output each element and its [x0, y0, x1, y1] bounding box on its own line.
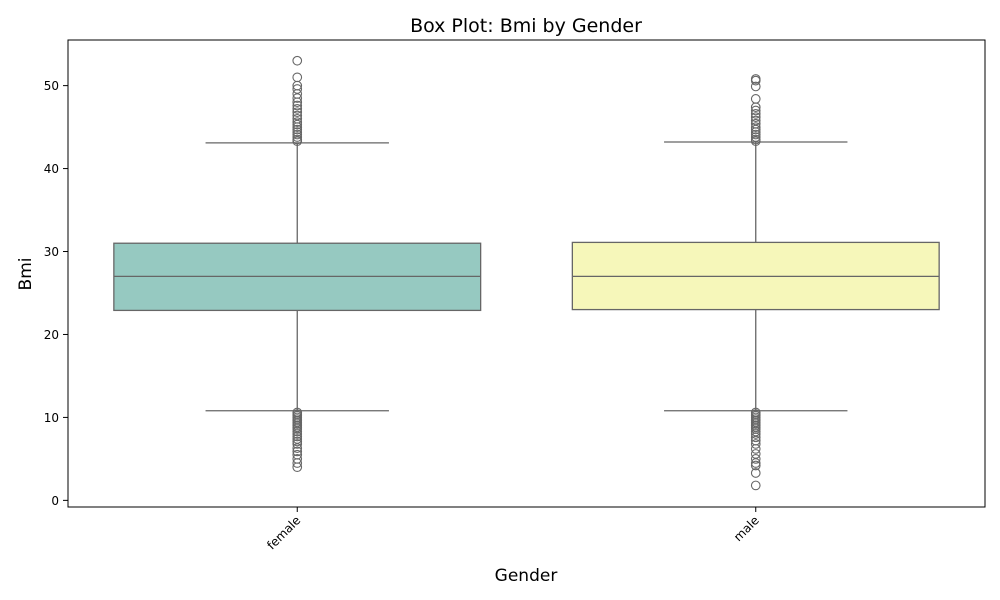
- outlier-point-female: [292, 429, 303, 439]
- outlier-point-male: [750, 94, 761, 104]
- box-group-male: [571, 74, 940, 491]
- y-axis-label: Bmi: [16, 258, 36, 291]
- y-axis: 0 10 20 30 40 50: [44, 79, 68, 508]
- outlier-point-male: [750, 432, 761, 443]
- y-tick-label: 20: [44, 328, 59, 342]
- outlier-point-female: [292, 117, 303, 127]
- outlier-point-male: [750, 112, 761, 122]
- outlier-point-female: [292, 93, 303, 103]
- box-group-female: [113, 55, 482, 473]
- outlier-point-female: [292, 124, 303, 135]
- outlier-point-female: [292, 129, 303, 140]
- outlier-point-male: [750, 429, 761, 439]
- outlier-point-male: [750, 468, 761, 478]
- outlier-point-female: [292, 443, 303, 453]
- outlier-point-male: [750, 129, 761, 140]
- outlier-point-male: [750, 136, 761, 147]
- outlier-point-male: [750, 460, 761, 471]
- outlier-point-female: [292, 97, 303, 108]
- x-axis: female male: [264, 507, 762, 552]
- outlier-point-female: [292, 462, 303, 473]
- y-tick-label: 0: [51, 494, 59, 508]
- outlier-point-male: [750, 105, 761, 116]
- outlier-point-female: [292, 72, 303, 83]
- outlier-point-female: [292, 119, 303, 130]
- outlier-point-male: [750, 132, 761, 142]
- outlier-point-female: [292, 424, 303, 434]
- outlier-point-female: [292, 55, 303, 66]
- y-tick-label: 30: [44, 245, 59, 259]
- outlier-point-female: [292, 436, 303, 447]
- plot-frame: [67, 39, 986, 508]
- outlier-point-male: [750, 75, 761, 86]
- outlier-point-female: [292, 122, 303, 132]
- y-tick-label: 10: [44, 411, 59, 425]
- outlier-point-female: [292, 458, 303, 468]
- outlier-point-male: [750, 458, 761, 468]
- outlier-point-female: [292, 100, 303, 111]
- x-tick-label-female: female: [264, 513, 303, 552]
- outlier-point-female: [292, 439, 303, 449]
- y-tick-label: 50: [44, 79, 59, 93]
- outlier-point-male: [750, 480, 761, 491]
- outlier-point-male: [750, 81, 761, 92]
- outlier-point-female: [292, 107, 303, 118]
- y-tick-label: 40: [44, 162, 59, 176]
- outlier-point-female: [292, 446, 303, 457]
- outlier-point-male: [750, 449, 761, 459]
- outlier-point-female: [292, 431, 303, 442]
- outlier-point-male: [750, 444, 761, 454]
- outlier-point-male: [750, 122, 761, 132]
- outlier-point-female: [292, 132, 303, 142]
- outlier-point-male: [750, 124, 761, 135]
- outlier-point-male: [750, 108, 761, 119]
- outlier-point-female: [292, 136, 303, 147]
- chart-title: Box Plot: Bmi by Gender: [410, 15, 642, 37]
- x-axis-label: Gender: [495, 566, 558, 586]
- x-tick-label-male: male: [731, 513, 762, 544]
- outlier-point-male: [750, 439, 761, 449]
- outlier-point-male: [750, 102, 761, 113]
- plot-area: [67, 39, 986, 508]
- outlier-point-male: [750, 454, 761, 464]
- outlier-point-female: [292, 426, 303, 437]
- outlier-point-female: [292, 103, 303, 114]
